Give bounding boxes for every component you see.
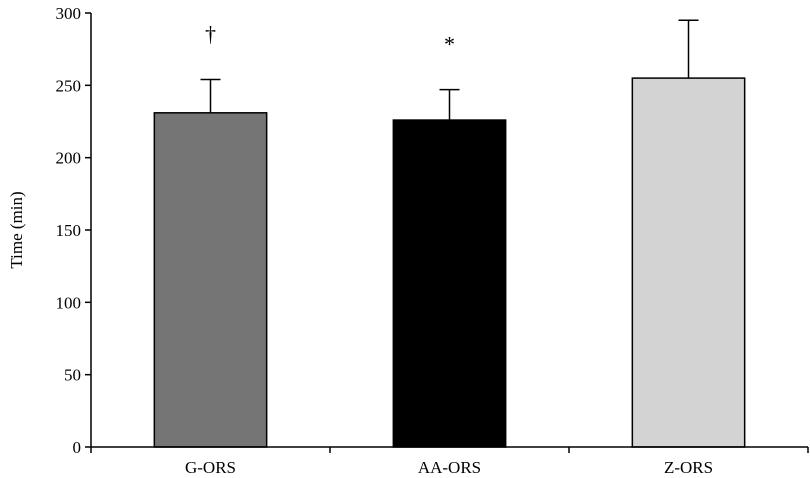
y-axis-title: Time (min) xyxy=(7,191,26,268)
bar-z-ors xyxy=(631,77,746,448)
significance-marker: † xyxy=(205,22,216,47)
y-tick-label: 300 xyxy=(56,4,82,23)
y-axis: 0 50 100 150 200 250 300 xyxy=(56,4,92,457)
x-tick-label: AA-ORS xyxy=(418,458,481,477)
y-tick-label: 250 xyxy=(56,76,82,95)
x-tick-label: Z-ORS xyxy=(664,458,713,477)
y-tick-label: 100 xyxy=(56,293,82,312)
annotations-layer: † * xyxy=(205,22,455,57)
x-tick-label: G-ORS xyxy=(185,458,236,477)
bar-g-ors xyxy=(153,112,268,448)
x-axis: G-ORS AA-ORS Z-ORS xyxy=(90,446,809,477)
bars-layer xyxy=(153,77,746,448)
y-tick-label: 0 xyxy=(73,438,82,457)
y-tick-label: 150 xyxy=(56,221,82,240)
bar-aa-ors xyxy=(392,119,507,448)
y-tick-label: 50 xyxy=(64,366,81,385)
y-tick-label: 200 xyxy=(56,149,82,168)
error-bars-layer xyxy=(200,19,699,121)
significance-marker: * xyxy=(444,32,455,57)
